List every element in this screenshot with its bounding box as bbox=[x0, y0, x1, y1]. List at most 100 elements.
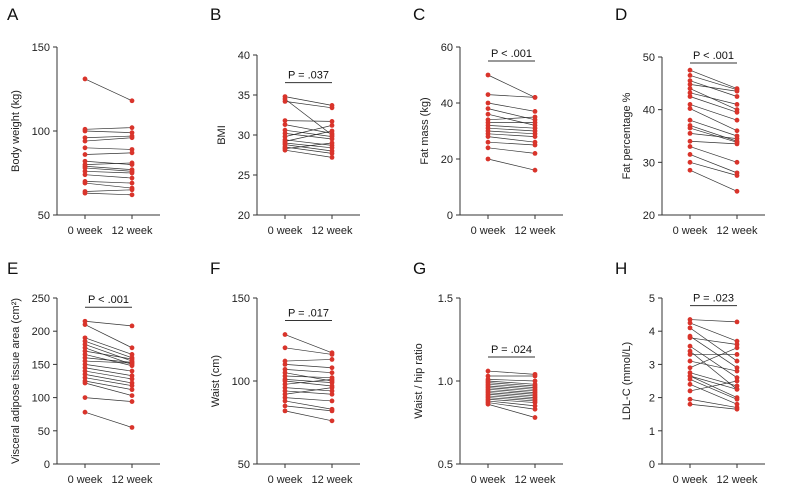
point-12-week bbox=[130, 150, 135, 155]
y-tick-label: 50 bbox=[38, 426, 50, 438]
y-tick-label: 0.5 bbox=[438, 459, 453, 471]
panel-g: G0.51.01.50 week 12 weekWaist / hip ratio… bbox=[413, 259, 563, 486]
point-12-week bbox=[330, 129, 335, 134]
point-12-week bbox=[533, 109, 538, 114]
y-tick-label: 50 bbox=[643, 52, 655, 64]
subject-line bbox=[690, 399, 737, 407]
subject-line bbox=[285, 140, 332, 146]
y-tick-label: 0 bbox=[447, 210, 453, 222]
point-12-week bbox=[533, 168, 538, 173]
panel-f: F501001500 week 12 weekWaist (cm)P = .017 bbox=[210, 259, 360, 486]
point-0-week bbox=[83, 139, 88, 144]
point-12-week bbox=[330, 141, 335, 146]
subject-line bbox=[85, 175, 132, 178]
point-12-week bbox=[130, 187, 135, 192]
point-0-week bbox=[688, 402, 693, 407]
panel-e: E 0 50 100 150 200 250 0 week 12 week Visceral ad… bbox=[7, 259, 160, 486]
point-12-week bbox=[533, 415, 538, 420]
subject-line bbox=[488, 148, 535, 154]
subject-line bbox=[488, 371, 535, 374]
point-0-week bbox=[486, 92, 491, 97]
subject-line bbox=[285, 411, 332, 421]
subject-line bbox=[285, 388, 332, 391]
x-tick-label: 12 week bbox=[717, 225, 758, 237]
subject-line bbox=[488, 134, 535, 137]
subject-line bbox=[690, 128, 737, 142]
panel-d: D203040500 week 12 weekFat percentage %P … bbox=[615, 5, 765, 237]
y-axis-title: Waist / hip ratio bbox=[413, 343, 425, 418]
subject-line bbox=[285, 121, 332, 122]
p-value-label: P = .024 bbox=[491, 344, 532, 356]
x-tick-label: 12 week bbox=[515, 474, 556, 486]
x-tick-label: 0 week bbox=[68, 225, 103, 237]
y-tick-label: 4 bbox=[649, 326, 655, 338]
y-tick-label: 40 bbox=[238, 50, 250, 62]
point-0-week bbox=[688, 144, 693, 149]
point-12-week bbox=[735, 140, 740, 145]
subject-line bbox=[488, 128, 535, 131]
x-tick-label: 0 week bbox=[471, 225, 506, 237]
p-value-label: P < .001 bbox=[88, 294, 129, 306]
point-12-week bbox=[130, 171, 135, 176]
y-tick-label: 0 bbox=[649, 459, 655, 471]
point-12-week bbox=[130, 161, 135, 166]
subject-line bbox=[285, 398, 332, 401]
y-tick-label: 1.5 bbox=[438, 293, 453, 305]
point-12-week bbox=[330, 352, 335, 357]
subject-line bbox=[690, 320, 737, 322]
y-tick-label: 25 bbox=[238, 170, 250, 182]
subject-line bbox=[285, 131, 332, 141]
point-0-week bbox=[688, 152, 693, 157]
point-12-week bbox=[735, 102, 740, 107]
point-0-week bbox=[688, 82, 693, 87]
y-tick-label: 30 bbox=[643, 157, 655, 169]
x-tick-label: 12 week bbox=[312, 225, 353, 237]
point-0-week bbox=[486, 106, 491, 111]
y-tick-label: 60 bbox=[441, 42, 453, 54]
point-12-week bbox=[330, 365, 335, 370]
y-tick-label: 35 bbox=[238, 90, 250, 102]
y-axis-title: Waist (cm) bbox=[210, 355, 222, 407]
point-12-week bbox=[533, 123, 538, 128]
y-tick-label: 1.0 bbox=[438, 376, 453, 388]
subject-line bbox=[85, 136, 132, 138]
point-12-week bbox=[533, 151, 538, 156]
y-tick-label: 3 bbox=[649, 359, 655, 371]
point-12-week bbox=[735, 160, 740, 165]
panel-letter: H bbox=[615, 259, 627, 278]
point-0-week bbox=[83, 129, 88, 134]
x-tick-label: 12 week bbox=[112, 225, 153, 237]
point-0-week bbox=[486, 157, 491, 162]
point-12-week bbox=[735, 379, 740, 384]
y-tick-label: 50 bbox=[238, 459, 250, 471]
subject-line bbox=[488, 384, 535, 387]
subject-line bbox=[85, 128, 132, 130]
point-12-week bbox=[330, 377, 335, 382]
point-12-week bbox=[130, 393, 135, 398]
subject-line bbox=[690, 133, 737, 138]
subject-line bbox=[488, 388, 535, 391]
subject-line bbox=[285, 401, 332, 409]
point-0-week bbox=[486, 134, 491, 139]
subject-line bbox=[488, 399, 535, 402]
point-0-week bbox=[486, 369, 491, 374]
x-tick-label: 0 week bbox=[268, 225, 303, 237]
y-tick-label: 250 bbox=[32, 293, 50, 305]
point-12-week bbox=[130, 345, 135, 350]
subject-line bbox=[285, 150, 332, 157]
point-0-week bbox=[486, 101, 491, 106]
subject-line bbox=[690, 154, 737, 172]
subject-line bbox=[488, 383, 535, 386]
point-12-week bbox=[330, 418, 335, 423]
subject-line bbox=[285, 348, 332, 355]
subject-line bbox=[488, 389, 535, 392]
point-0-week bbox=[83, 152, 88, 157]
subject-line bbox=[488, 393, 535, 396]
point-12-week bbox=[130, 176, 135, 181]
point-12-week bbox=[330, 392, 335, 397]
point-12-week bbox=[533, 374, 538, 379]
point-0-week bbox=[283, 148, 288, 153]
subject-line bbox=[285, 364, 332, 367]
x-tick-label: 12 week bbox=[717, 474, 758, 486]
point-12-week bbox=[735, 369, 740, 374]
